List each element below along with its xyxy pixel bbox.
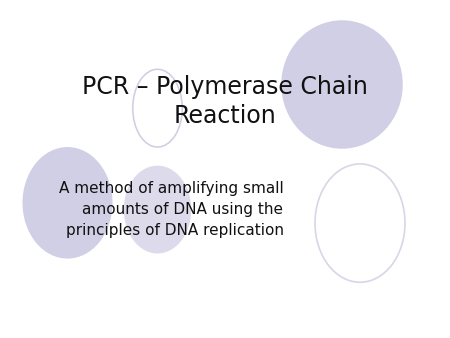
Text: A method of amplifying small
amounts of DNA using the
principles of DNA replicat: A method of amplifying small amounts of …: [59, 181, 284, 238]
Ellipse shape: [22, 147, 112, 259]
Ellipse shape: [124, 166, 191, 254]
Text: PCR – Polymerase Chain
Reaction: PCR – Polymerase Chain Reaction: [82, 75, 368, 128]
Ellipse shape: [281, 20, 403, 149]
